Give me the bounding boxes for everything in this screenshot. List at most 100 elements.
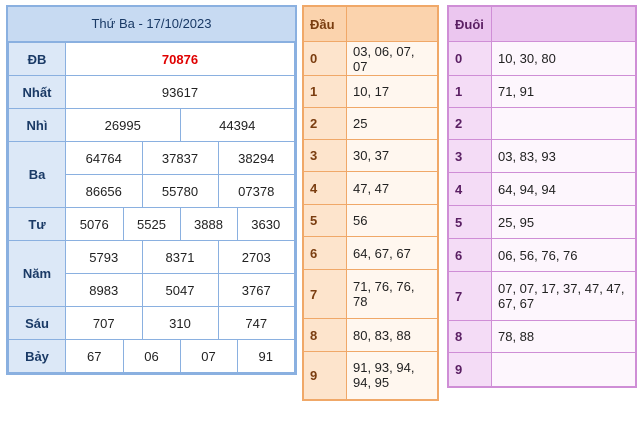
dau-numbers: 03, 06, 07, 07 [346,41,438,76]
prize-line: 86656 55780 07378 [66,174,294,207]
duoi-header: Đuôi [448,6,492,42]
duoi-digit: 9 [448,352,492,387]
dau-numbers: 80, 83, 88 [346,318,438,352]
duoi-row: 2 [448,107,636,140]
prize-number: 8371 [141,241,218,274]
results-grid: ĐB 70876 Nhất 93617 Nhì 26995 44394 Ba 64764 3783… [8,42,295,373]
dau-numbers: 91, 93, 94, 94, 95 [346,351,438,400]
prize-values: 26995 44394 [65,108,295,142]
duoi-digit: 1 [448,75,492,108]
prize-values: 67 06 07 91 [65,339,295,373]
prize-line: 70876 [66,43,294,75]
duoi-digit: 0 [448,41,492,76]
prize-number: 707 [92,315,115,331]
duoi-numbers: 07, 07, 17, 37, 47, 47, 67, 67 [491,271,636,321]
duoi-row: 3 03, 83, 93 [448,139,636,173]
prize-line: 67 06 07 91 [66,340,294,372]
dau-digit: 3 [303,139,347,172]
duoi-row: 8 78, 88 [448,320,636,353]
result-row: Sáu 707 310 747 [8,306,295,340]
prize-number: 5525 [122,208,180,240]
prize-values: 93617 [65,75,295,109]
dau-digit: 2 [303,107,347,140]
duoi-row: 9 [448,352,636,387]
dau-digit: 7 [303,269,347,319]
duoi-numbers: 25, 95 [491,205,636,239]
dau-numbers: 56 [346,204,438,237]
dau-digit: 0 [303,41,347,76]
prize-label: Ba [8,141,66,208]
dau-row: 3 30, 37 [303,139,438,172]
dau-digit: 4 [303,171,347,205]
prize-values: 70876 [65,42,295,76]
prize-line: 8983 5047 3767 [66,273,294,306]
duoi-header-values [491,6,636,42]
prize-number: 93617 [161,84,199,100]
duoi-digit: 7 [448,271,492,321]
prize-line: 26995 44394 [66,109,294,141]
prize-label: Tư [8,207,66,241]
prize-label: Bảy [8,339,66,373]
duoi-numbers: 10, 30, 80 [491,41,636,76]
dau-numbers: 10, 17 [346,75,438,108]
prize-grid: 67 06 07 91 [66,340,294,372]
dau-row: 9 91, 93, 94, 94, 95 [303,351,438,400]
prize-number: 5793 [89,249,119,265]
duoi-numbers: 71, 91 [491,75,636,108]
prize-number: 5047 [141,273,218,306]
prize-label: Năm [8,240,66,307]
prize-label: ĐB [8,42,66,76]
prize-number: 07 [179,340,237,372]
duoi-row: 6 06, 56, 76, 76 [448,238,636,272]
dau-table: Đầu 0 03, 06, 07, 07 1 10, 17 2 25 3 30, 37 4 47,… [302,5,439,401]
result-row: Nhất 93617 [8,75,295,109]
prize-grid: 26995 44394 [66,109,294,141]
result-row: ĐB 70876 [8,42,295,76]
prize-line: 5793 8371 2703 [66,241,294,274]
prize-number: 747 [217,307,294,339]
duoi-digit: 5 [448,205,492,239]
dau-row: 7 71, 76, 76, 78 [303,269,438,319]
prize-line: 64764 37837 38294 [66,142,294,175]
prize-grid: 707 310 747 [66,307,294,339]
prize-line: 93617 [66,76,294,108]
prize-number: 310 [141,307,218,339]
prize-number: 91 [236,340,294,372]
prize-values: 5793 8371 2703 8983 5047 3767 [65,240,295,307]
dau-row: 2 25 [303,107,438,140]
dau-row: 8 80, 83, 88 [303,318,438,352]
dau-header: Đầu [303,6,347,42]
prize-number: 5076 [79,216,109,232]
prize-number: 64764 [85,150,122,166]
dau-digit: 8 [303,318,347,352]
dau-digit: 1 [303,75,347,108]
duoi-numbers [491,352,636,387]
duoi-numbers [491,107,636,140]
prize-number: 67 [87,348,102,364]
duoi-numbers: 78, 88 [491,320,636,353]
prize-line: 707 310 747 [66,307,294,339]
duoi-numbers: 03, 83, 93 [491,139,636,173]
prize-grid: 5076 5525 3888 3630 [66,208,294,240]
prize-number: 55780 [141,174,218,207]
duoi-table: Đuôi 0 10, 30, 80 1 71, 91 2 3 03, 83, 93 4 64, … [447,5,637,388]
prize-line: 5076 5525 3888 3630 [66,208,294,240]
result-row: Bảy 67 06 07 91 [8,339,295,373]
dau-row: 1 10, 17 [303,75,438,108]
duoi-numbers: 06, 56, 76, 76 [491,238,636,272]
dau-row: 5 56 [303,204,438,237]
dau-digit: 9 [303,351,347,400]
prize-number: 2703 [217,241,294,274]
duoi-digit: 3 [448,139,492,173]
duoi-digit: 6 [448,238,492,272]
dau-numbers: 25 [346,107,438,140]
dau-numbers: 30, 37 [346,139,438,172]
duoi-row: 4 64, 94, 94 [448,172,636,206]
duoi-digit: 4 [448,172,492,206]
prize-number: 3767 [217,273,294,306]
dau-numbers: 71, 76, 76, 78 [346,269,438,319]
dau-digit: 6 [303,236,347,270]
prize-number: 86656 [66,174,142,207]
result-row: Ba 64764 37837 38294 86656 55780 07378 [8,141,295,208]
results-table: Thứ Ba - 17/10/2023 ĐB 70876 Nhất 93617 Nhì 2… [6,5,297,375]
